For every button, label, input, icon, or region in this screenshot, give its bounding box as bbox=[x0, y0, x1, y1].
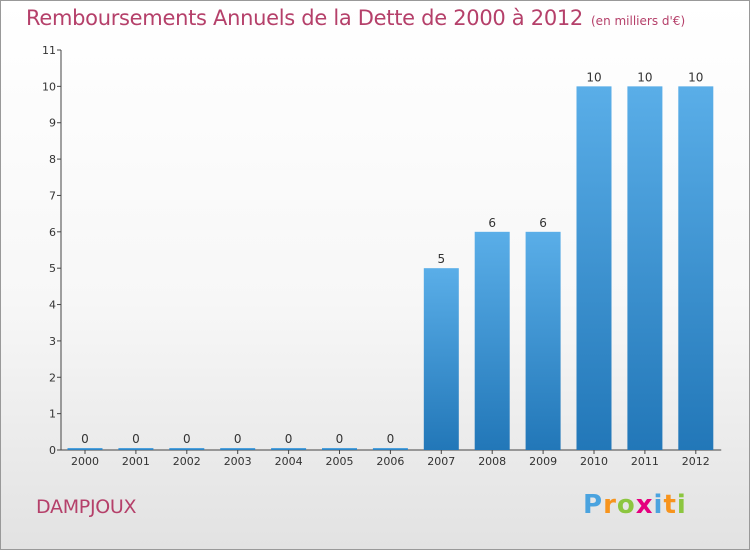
x-tick-label: 2003 bbox=[224, 455, 252, 468]
proxiti-logo: Proxiti bbox=[583, 490, 687, 520]
bar bbox=[271, 448, 307, 450]
y-tick-label: 2 bbox=[49, 371, 56, 384]
x-tick-label: 2005 bbox=[326, 455, 354, 468]
y-tick-label: 3 bbox=[49, 335, 56, 348]
y-tick-label: 11 bbox=[42, 44, 56, 57]
commune-name: DAMPJOUX bbox=[36, 496, 137, 518]
bar bbox=[169, 448, 205, 450]
chart-title-text: Remboursements Annuels de la Dette de 20… bbox=[26, 6, 583, 30]
logo-letter: P bbox=[583, 490, 604, 520]
bar bbox=[67, 448, 103, 450]
bar-value-label: 6 bbox=[539, 216, 547, 230]
bar-value-label: 0 bbox=[234, 432, 242, 446]
logo-letter: t bbox=[663, 490, 677, 520]
bar bbox=[525, 231, 561, 450]
logo-letter: i bbox=[676, 490, 687, 520]
bar-value-label: 10 bbox=[586, 70, 601, 84]
bar bbox=[576, 86, 612, 450]
bar bbox=[678, 86, 714, 450]
bar-value-label: 0 bbox=[183, 432, 191, 446]
y-tick-label: 10 bbox=[42, 80, 56, 93]
bar-value-label: 10 bbox=[688, 70, 703, 84]
x-tick-label: 2004 bbox=[275, 455, 303, 468]
bar-value-label: 0 bbox=[132, 432, 140, 446]
x-tick-label: 2000 bbox=[71, 455, 99, 468]
logo-letter: r bbox=[603, 490, 617, 520]
y-tick-label: 1 bbox=[49, 408, 56, 421]
x-tick-label: 2009 bbox=[529, 455, 557, 468]
bar-value-label: 0 bbox=[285, 432, 293, 446]
x-tick-label: 2007 bbox=[427, 455, 455, 468]
unit-note: (en milliers d'€) bbox=[591, 14, 686, 28]
bar bbox=[474, 231, 510, 450]
bar bbox=[627, 86, 663, 450]
y-tick-label: 6 bbox=[49, 226, 56, 239]
x-tick-label: 2011 bbox=[631, 455, 659, 468]
logo-letter: o bbox=[616, 490, 636, 520]
x-tick-label: 2012 bbox=[682, 455, 710, 468]
x-tick-label: 2001 bbox=[122, 455, 150, 468]
bar-value-label: 10 bbox=[637, 70, 652, 84]
y-tick-label: 9 bbox=[49, 117, 56, 130]
chart-title: Remboursements Annuels de la Dette de 20… bbox=[26, 6, 685, 30]
y-tick-label: 8 bbox=[49, 153, 56, 166]
bar bbox=[118, 448, 154, 450]
x-tick-label: 2010 bbox=[580, 455, 608, 468]
bar-value-label: 0 bbox=[81, 432, 89, 446]
bar-value-label: 0 bbox=[336, 432, 344, 446]
logo-letter: i bbox=[653, 490, 664, 520]
logo-letter: x bbox=[635, 490, 654, 520]
x-tick-label: 2002 bbox=[173, 455, 201, 468]
bar-value-label: 0 bbox=[387, 432, 395, 446]
y-tick-label: 4 bbox=[49, 299, 56, 312]
x-tick-label: 2008 bbox=[478, 455, 506, 468]
bar bbox=[220, 448, 256, 450]
bar bbox=[372, 448, 408, 450]
bar bbox=[423, 268, 459, 450]
bar-value-label: 6 bbox=[488, 216, 496, 230]
y-tick-label: 7 bbox=[49, 189, 56, 202]
x-tick-label: 2006 bbox=[376, 455, 404, 468]
bar-value-label: 5 bbox=[437, 252, 445, 266]
bar bbox=[322, 448, 357, 450]
y-tick-label: 5 bbox=[49, 262, 56, 275]
y-tick-label: 0 bbox=[49, 444, 56, 457]
